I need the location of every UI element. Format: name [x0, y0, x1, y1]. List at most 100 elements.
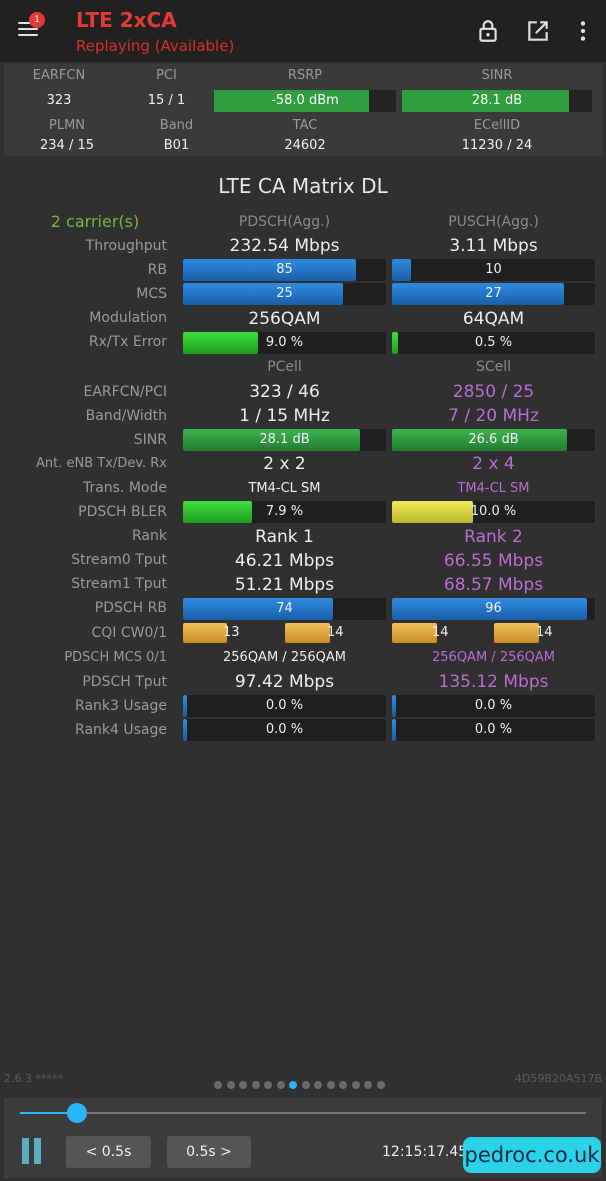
pcell-sinr-value: 28.1 dB: [259, 432, 310, 447]
pdsch-rb-value: 85: [276, 262, 293, 277]
pdsch-agg-header: PDSCH(Agg.): [238, 214, 331, 230]
replay-time: 12:15:17.45: [382, 1144, 468, 1160]
page-dot[interactable]: [214, 1081, 222, 1089]
matrix-title: LTE CA Matrix DL: [218, 174, 388, 198]
pcell-trans-mode: TM4-CL SM: [248, 481, 321, 496]
pcell-pdsch-tput: 97.42 Mbps: [234, 672, 335, 692]
page-indicator[interactable]: [214, 1074, 389, 1089]
scell-cqi0-bar: 14: [392, 623, 491, 643]
pcell-cqi0-bar-fill: [183, 623, 227, 643]
page-dot[interactable]: [289, 1081, 297, 1089]
pause-icon[interactable]: [20, 1138, 46, 1166]
rx-error-bar: 9.0 %: [183, 332, 386, 354]
sinr-value: 28.1 dB: [471, 93, 523, 108]
scell-cqi0-bar-fill: [392, 623, 437, 643]
pcell-pdsch-rb-value: 74: [276, 601, 293, 616]
ecellid-value: 11230 / 24: [461, 138, 533, 153]
pcell-cqi1-bar: 14: [285, 623, 384, 643]
rank3-label: Rank3 Usage: [75, 698, 167, 714]
sinr-bar-fill: [402, 90, 570, 112]
rsrp-value: -58.0 dBm: [271, 93, 339, 108]
device-id: 4D59B20A517B: [514, 1072, 602, 1085]
page-dot[interactable]: [314, 1081, 322, 1089]
pusch-mcs-bar-fill: [392, 283, 564, 305]
step-back-button[interactable]: < 0.5s: [66, 1136, 151, 1168]
rb-label: RB: [147, 262, 167, 278]
scell-rank3-bar: 0.0 %: [392, 695, 595, 717]
pdsch-rb-bar: 85: [183, 259, 386, 281]
replay-seek-track[interactable]: [20, 1112, 586, 1114]
menu-icon[interactable]: [14, 16, 44, 44]
step-forward-button[interactable]: 0.5s >: [167, 1136, 251, 1168]
pcell-bler-value: 7.9 %: [265, 504, 304, 519]
scell-pdsch-mcs: 256QAM / 256QAM: [432, 650, 555, 665]
plmn-value: 234 / 15: [40, 138, 94, 153]
page-dot[interactable]: [364, 1081, 372, 1089]
page-dot[interactable]: [326, 1081, 335, 1089]
page-dot[interactable]: [264, 1081, 272, 1089]
open-external-icon[interactable]: [525, 18, 551, 44]
scell-cqi0-value: 14: [432, 625, 449, 640]
pcell-rank4-bar-fill: [183, 719, 188, 741]
scell-rank3-value: 0.0 %: [474, 698, 513, 713]
scell-pdsch-rb-bar-fill: [392, 598, 587, 620]
pdsch-throughput: 232.54 Mbps: [229, 236, 340, 256]
pcell-rank3-bar-fill: [183, 695, 188, 717]
pusch-modulation: 64QAM: [462, 309, 525, 329]
pcell-stream1: 51.21 Mbps: [234, 575, 335, 595]
scell-bler-value: 10.0 %: [470, 504, 517, 519]
pusch-agg-header: PUSCH(Agg.): [448, 214, 539, 230]
pusch-mcs-value: 27: [485, 286, 502, 301]
rank-label: Rank: [132, 528, 167, 544]
scell-sinr-value: 26.6 dB: [468, 432, 519, 447]
pcell-bler-bar-fill: [183, 501, 253, 523]
scell-ant: 2 x 4: [472, 454, 515, 474]
pcell-cqi1-bar-fill: [285, 623, 330, 643]
page-title: LTE 2xCA: [76, 8, 177, 32]
pcell-ant: 2 x 2: [263, 454, 306, 474]
mcs-label: MCS: [136, 286, 167, 302]
band-header: Band: [159, 118, 194, 133]
pdsch-bler-label: PDSCH BLER: [78, 504, 167, 520]
page-dot[interactable]: [226, 1081, 235, 1089]
trans-mode-label: Trans. Mode: [82, 480, 167, 496]
throughput-label: Throughput: [85, 238, 167, 254]
scell-earfcn-pci: 2850 / 25: [452, 382, 535, 402]
page-dot[interactable]: [276, 1081, 285, 1089]
page-dot[interactable]: [301, 1081, 310, 1089]
pcell-header: PCell: [267, 359, 302, 375]
band-value: B01: [163, 138, 190, 153]
pcell-rank3-bar: 0.0 %: [183, 695, 386, 717]
scell-sinr-bar: 26.6 dB: [392, 429, 595, 451]
replay-seek-thumb[interactable]: [66, 1103, 87, 1123]
replay-seek-progress: [20, 1112, 77, 1114]
pcell-earfcn-pci: 323 / 46: [249, 382, 320, 402]
more-vert-icon[interactable]: [570, 18, 596, 44]
page-dot[interactable]: [339, 1081, 347, 1089]
page-dot[interactable]: [376, 1081, 385, 1089]
scell-cqi1-bar: 14: [494, 623, 593, 643]
page-dot[interactable]: [251, 1081, 260, 1089]
scell-band-width: 7 / 20 MHz: [448, 406, 539, 426]
scell-stream0: 66.55 Mbps: [443, 551, 544, 571]
lock-icon[interactable]: [475, 18, 501, 44]
pcell-stream0: 46.21 Mbps: [234, 551, 335, 571]
scell-rank4-value: 0.0 %: [474, 722, 513, 737]
pdsch-rb-bar-fill: [183, 259, 356, 281]
pcell-pdsch-mcs: 256QAM / 256QAM: [223, 650, 346, 665]
page-dot[interactable]: [239, 1081, 247, 1089]
notification-badge: 1: [29, 12, 45, 28]
carrier-count: 2 carrier(s): [50, 212, 140, 231]
pdsch-tput-label: PDSCH Tput: [82, 674, 167, 690]
pdsch-rb-label: PDSCH RB: [94, 600, 167, 616]
scell-header: SCell: [475, 359, 512, 375]
sinr-bar: 28.1 dB: [402, 90, 592, 112]
watermark: pedroc.co.uk: [463, 1137, 601, 1173]
scell-cqi1-bar-fill: [494, 623, 539, 643]
ant-label: Ant. eNB Tx/Dev. Rx: [36, 456, 167, 471]
page-dot[interactable]: [351, 1081, 360, 1089]
pcell-cqi0-bar: 13: [183, 623, 282, 643]
scell-sinr-bar-fill: [392, 429, 567, 451]
rxtx-error-label: Rx/Tx Error: [88, 334, 167, 350]
replay-status: Replaying (Available): [76, 37, 235, 55]
